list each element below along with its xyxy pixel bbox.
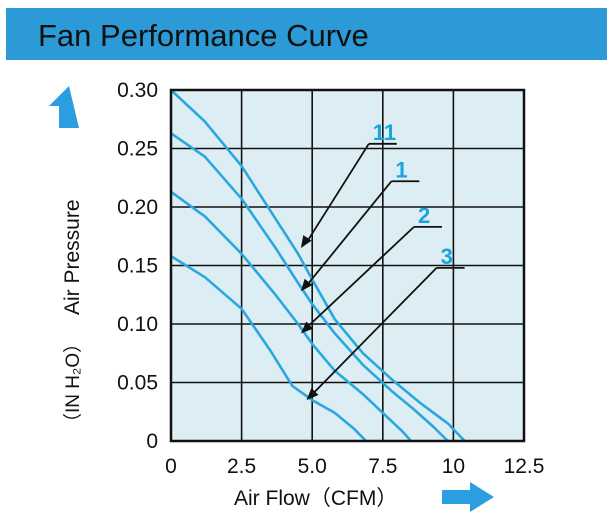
y-axis-unit-label: （IN H₂O） bbox=[62, 334, 84, 432]
curve-label-11: 11 bbox=[373, 120, 396, 145]
curve-1 bbox=[170, 132, 449, 442]
y-tick-label: 0 bbox=[146, 430, 158, 453]
x-axis-label: Air Flow（CFM） bbox=[234, 487, 397, 510]
curve-label-2: 2 bbox=[418, 203, 430, 228]
x-tick-label: 10 bbox=[442, 455, 465, 478]
leader-arrowhead bbox=[300, 235, 312, 248]
curve-3 bbox=[170, 254, 367, 442]
arrow-right-icon bbox=[442, 482, 494, 512]
leader-arrowhead bbox=[300, 321, 314, 334]
title-bar: Fan Performance Curve bbox=[6, 8, 607, 60]
leader-line bbox=[311, 267, 438, 395]
plot-border bbox=[169, 88, 526, 443]
y-tick-label: 0.10 bbox=[117, 313, 158, 336]
x-tick-label: 5.0 bbox=[298, 455, 327, 478]
page-title: Fan Performance Curve bbox=[38, 18, 369, 53]
x-tick-label: 2.5 bbox=[227, 455, 256, 478]
arrow-up-icon bbox=[49, 86, 79, 128]
leader-line bbox=[306, 143, 370, 243]
x-tick-label: 7.5 bbox=[368, 455, 397, 478]
curve-11 bbox=[170, 89, 466, 442]
leader-arrowhead bbox=[306, 387, 319, 401]
y-tick-label: 0.15 bbox=[117, 255, 158, 278]
y-axis-label: Air Pressure bbox=[61, 199, 84, 315]
y-tick-label: 0.30 bbox=[117, 79, 158, 102]
curve-label-1: 1 bbox=[395, 157, 407, 182]
x-tick-label: 12.5 bbox=[504, 455, 545, 478]
leader-arrowhead bbox=[300, 278, 313, 292]
y-tick-label: 0.20 bbox=[117, 196, 158, 219]
leader-line bbox=[306, 180, 393, 286]
curve-2 bbox=[170, 190, 412, 442]
leader-line bbox=[306, 226, 415, 329]
curves bbox=[170, 89, 466, 442]
curve-label-3: 3 bbox=[441, 244, 453, 269]
y-tick-label: 0.25 bbox=[117, 138, 158, 161]
y-tick-label: 0.05 bbox=[117, 372, 158, 395]
x-tick-label: 0 bbox=[165, 455, 177, 478]
tick-labels: 0 2.5 5.0 7.5 10 12.5 0 0.05 0.10 0.15 0.20 0.25 0.3… bbox=[117, 79, 544, 478]
